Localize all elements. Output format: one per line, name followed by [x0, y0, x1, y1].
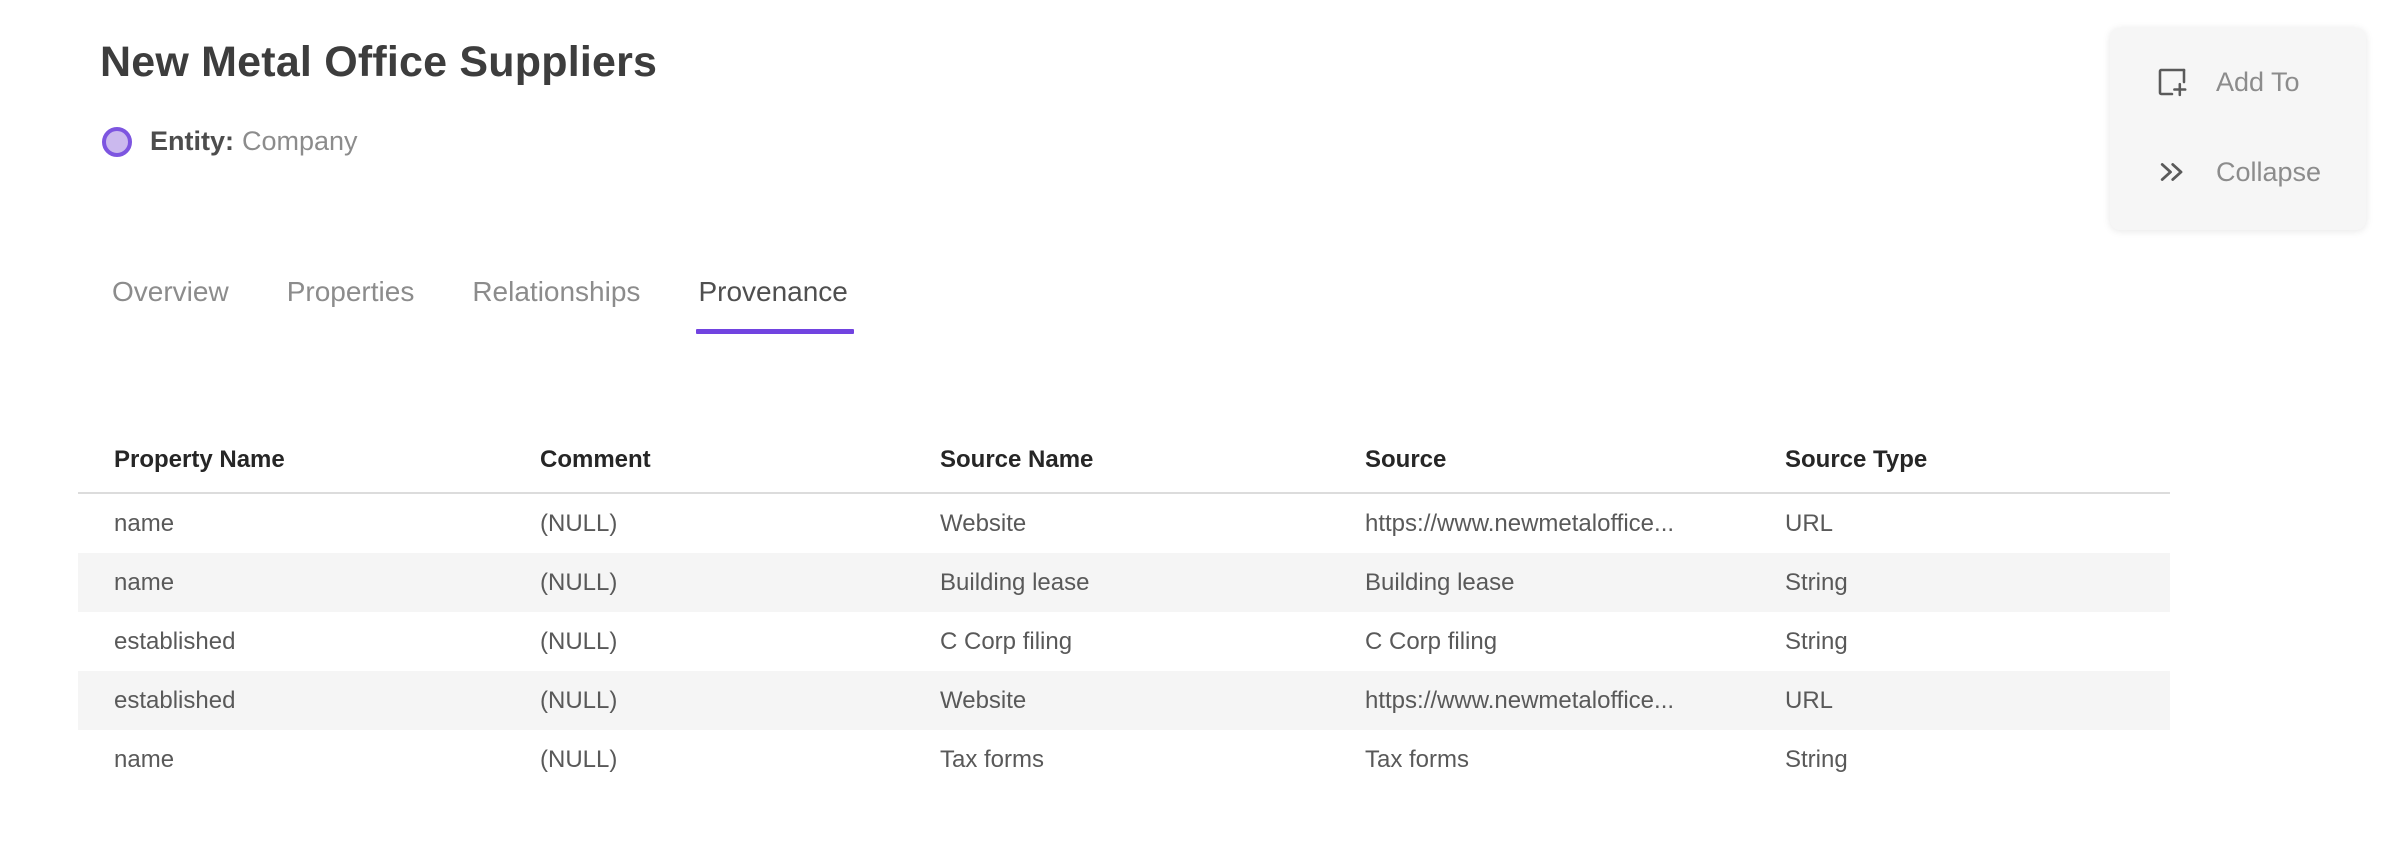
cell-source: Tax forms — [1365, 745, 1470, 773]
cell-property-name: established — [114, 627, 236, 655]
cell-comment: (NULL) — [540, 745, 618, 773]
add-to-button[interactable]: Add To — [2154, 64, 2366, 100]
cell-property-name: name — [114, 745, 175, 773]
cell-source: C Corp filing — [1365, 627, 1498, 655]
col-header-source-type: Source Type — [1749, 432, 2170, 494]
col-header-source-name: Source Name — [904, 432, 1329, 494]
cell-source-type: URL — [1785, 686, 1834, 714]
col-header-comment: Comment — [504, 432, 904, 494]
tab-provenance[interactable]: Provenance — [696, 276, 855, 334]
cell-property-name: name — [114, 509, 175, 537]
cell-comment: (NULL) — [540, 509, 618, 537]
table-row[interactable]: name (NULL) Tax forms Tax forms String — [78, 730, 2170, 789]
table-row[interactable]: established (NULL) C Corp filing C Corp … — [78, 612, 2170, 671]
cell-source: https://www.newmetaloffice... — [1365, 686, 1675, 714]
table-row[interactable]: name (NULL) Website https://www.newmetal… — [78, 493, 2170, 553]
cell-property-name: established — [114, 686, 236, 714]
cell-source-name: Tax forms — [940, 745, 1045, 773]
cell-source-type: String — [1785, 568, 1848, 596]
cell-source-name: Website — [940, 686, 1027, 714]
entity-type-icon — [102, 126, 132, 157]
cell-source: Building lease — [1365, 568, 1515, 596]
page-title: New Metal Office Suppliers — [100, 38, 658, 86]
cell-source-name: C Corp filing — [940, 627, 1073, 655]
cell-source: https://www.newmetaloffice... — [1365, 509, 1675, 537]
table-header-row: Property Name Comment Source Name Source… — [78, 432, 2170, 494]
collapse-label: Collapse — [2216, 156, 2322, 187]
actions-panel: Add To Collapse — [2110, 28, 2366, 230]
cell-source-type: String — [1785, 745, 1848, 773]
cell-comment: (NULL) — [540, 627, 618, 655]
add-to-label: Add To — [2216, 66, 2300, 97]
cell-comment: (NULL) — [540, 686, 618, 714]
tab-overview[interactable]: Overview — [112, 276, 229, 307]
cell-source-type: String — [1785, 627, 1848, 655]
tab-bar: Overview Properties Relationships Proven… — [112, 276, 855, 334]
cell-source-name: Website — [940, 509, 1027, 537]
col-header-property-name: Property Name — [78, 432, 504, 494]
collapse-chevrons-icon — [2160, 163, 2183, 181]
entity-label-key: Entity: — [150, 126, 234, 156]
cell-comment: (NULL) — [540, 568, 618, 596]
entity-label-value: Company — [242, 126, 358, 156]
add-to-icon — [2158, 68, 2187, 97]
col-header-source: Source — [1329, 432, 1749, 494]
table-row[interactable]: name (NULL) Building lease Building leas… — [78, 553, 2170, 612]
cell-source-type: URL — [1785, 509, 1834, 537]
table-row[interactable]: established (NULL) Website https://www.n… — [78, 671, 2170, 730]
cell-source-name: Building lease — [940, 568, 1090, 596]
cell-property-name: name — [114, 568, 175, 596]
collapse-button[interactable]: Collapse — [2154, 154, 2366, 190]
tab-properties[interactable]: Properties — [286, 276, 415, 307]
provenance-table: Property Name Comment Source Name Source… — [78, 432, 2170, 789]
entity-badge: Entity: Company — [102, 126, 358, 157]
tab-relationships[interactable]: Relationships — [472, 276, 641, 307]
entity-label: Entity: Company — [150, 126, 358, 157]
